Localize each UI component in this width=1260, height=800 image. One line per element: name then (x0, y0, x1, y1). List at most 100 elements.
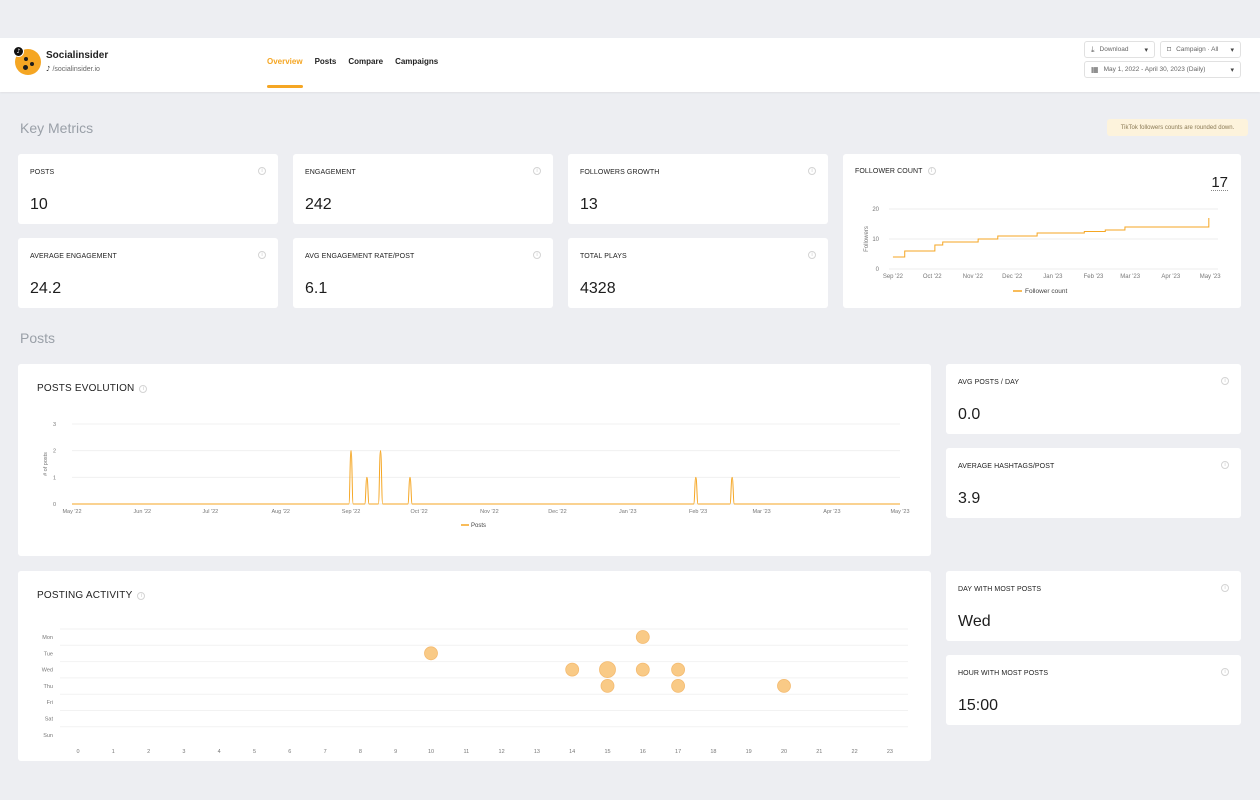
metric-label: AVG POSTS / DAY (958, 379, 1020, 386)
logo-dot (23, 65, 28, 70)
posts-evolution-title: POSTS EVOLUTION (37, 383, 135, 394)
info-icon[interactable]: i (139, 384, 148, 393)
date-range-picker[interactable]: ▦ May 1, 2022 - April 30, 2023 (Daily) ▾ (1084, 61, 1241, 78)
follower-count-value: 17 (1211, 174, 1228, 191)
info-icon[interactable]: i (808, 251, 816, 259)
activity-bubble (635, 662, 650, 677)
x-tick-label: Apr '23 (1161, 274, 1180, 280)
activity-bubble (565, 662, 580, 677)
metric-card-followers-growth: FOLLOWERS GROWTH i 13 (568, 154, 828, 224)
x-tick-label: 15 (604, 749, 610, 755)
date-range-label: May 1, 2022 - April 30, 2023 (Daily) (1103, 66, 1206, 73)
tab-overview[interactable]: Overview (267, 38, 303, 92)
y-tick-label: 20 (872, 207, 879, 213)
download-button[interactable]: ⤓ Download ▾ (1084, 41, 1155, 58)
tab-compare[interactable]: Compare (348, 57, 384, 66)
metric-card-average-hashtags: AVERAGE HASHTAGS/POST i 3.9 (946, 448, 1241, 518)
metric-label: POSTS (30, 169, 55, 176)
y-axis-label: Followers (864, 226, 870, 252)
info-icon[interactable]: i (1221, 461, 1229, 469)
x-tick-label: Dec '22 (548, 509, 566, 515)
x-tick-label: 7 (324, 749, 327, 755)
info-icon[interactable]: i (808, 167, 816, 175)
x-tick-label: 23 (887, 749, 893, 755)
y-tick-label: 10 (872, 237, 879, 243)
y-tick-label: Mon (42, 635, 53, 641)
x-tick-label: Feb '23 (1084, 274, 1104, 280)
activity-bubble (600, 679, 615, 693)
x-tick-label: 10 (428, 749, 434, 755)
download-label: Download (1099, 46, 1129, 53)
activity-bubble (635, 630, 650, 644)
brand-name: Socialinsider (46, 50, 109, 61)
y-tick-label: Wed (42, 668, 53, 674)
posts-line (72, 450, 900, 505)
x-tick-label: 4 (218, 749, 221, 755)
key-metrics-title: Key Metrics (20, 120, 94, 136)
info-icon[interactable]: i (1221, 584, 1229, 592)
info-icon[interactable]: i (1221, 668, 1229, 676)
metric-label: AVERAGE HASHTAGS/POST (958, 463, 1055, 470)
info-icon[interactable]: i (533, 251, 541, 259)
campaign-label: Campaign · All (1176, 46, 1219, 53)
info-icon[interactable]: i (927, 167, 936, 175)
tiktok-badge-icon: ♪ (13, 46, 24, 57)
x-tick-label: Jan '23 (619, 509, 637, 515)
x-tick-label: 13 (534, 749, 540, 755)
x-tick-label: 17 (675, 749, 681, 755)
x-tick-label: 0 (76, 749, 79, 755)
x-tick-label: Mar '23 (753, 509, 771, 515)
metric-value: 6.1 (305, 280, 328, 297)
metric-card-average-engagement: AVERAGE ENGAGEMENT i 24.2 (18, 238, 278, 308)
x-tick-label: 22 (852, 749, 858, 755)
metric-label: DAY WITH MOST POSTS (958, 586, 1042, 593)
calendar-icon: ▦ (1091, 65, 1099, 74)
metric-card-posts: POSTS i 10 (18, 154, 278, 224)
x-tick-label: Sep '22 (342, 509, 360, 515)
x-tick-label: 19 (746, 749, 752, 755)
logo-dot (30, 62, 34, 66)
y-tick-label: 0 (53, 502, 56, 508)
metric-label: FOLLOWERS GROWTH (580, 169, 660, 176)
x-tick-label: 20 (781, 749, 787, 755)
posting-activity-title: POSTING ACTIVITY (37, 590, 133, 601)
tab-campaigns[interactable]: Campaigns (395, 57, 439, 66)
info-icon[interactable]: i (1221, 377, 1229, 385)
metric-card-total-plays: TOTAL PLAYS i 4328 (568, 238, 828, 308)
logo-dot (24, 57, 28, 61)
metric-value: 242 (305, 196, 332, 213)
follower-count-label: FOLLOWER COUNT (855, 167, 923, 175)
info-icon[interactable]: i (258, 251, 266, 259)
metric-value: 4328 (580, 280, 616, 297)
x-tick-label: Oct '22 (410, 509, 427, 515)
metric-label: AVERAGE ENGAGEMENT (30, 253, 117, 260)
metric-value: 15:00 (958, 697, 999, 714)
x-tick-label: 9 (394, 749, 397, 755)
info-icon[interactable]: i (533, 167, 541, 175)
chevron-down-icon: ▾ (1230, 65, 1234, 74)
x-tick-label: May '22 (62, 509, 81, 515)
x-tick-label: Nov '22 (963, 274, 984, 280)
info-icon[interactable]: i (137, 591, 146, 600)
x-tick-label: 6 (288, 749, 291, 755)
y-tick-label: Sat (45, 717, 54, 723)
y-tick-label: 0 (876, 267, 880, 273)
metric-card-engagement: ENGAGEMENT i 242 (293, 154, 553, 224)
legend-label: Posts (471, 523, 486, 529)
tab-posts[interactable]: Posts (314, 57, 337, 66)
x-tick-label: 14 (569, 749, 575, 755)
metric-card-hour-most-posts: HOUR WITH MOST POSTS i 15:00 (946, 655, 1241, 725)
activity-bubble (599, 661, 616, 678)
bookmark-icon: ⌑ (1167, 45, 1172, 54)
x-tick-label: Jul '22 (203, 509, 219, 515)
campaign-select[interactable]: ⌑ Campaign · All ▾ (1160, 41, 1241, 58)
info-icon[interactable]: i (258, 167, 266, 175)
activity-bubble (424, 646, 438, 661)
y-tick-label: Fri (47, 700, 53, 706)
y-tick-label: Tue (44, 651, 53, 657)
metric-value: 24.2 (30, 280, 62, 297)
x-tick-label: 1 (112, 749, 115, 755)
chevron-down-icon: ▾ (1230, 45, 1234, 54)
main-nav: Overview Posts Compare Campaigns (267, 38, 450, 92)
x-tick-label: Dec '22 (1002, 274, 1023, 280)
